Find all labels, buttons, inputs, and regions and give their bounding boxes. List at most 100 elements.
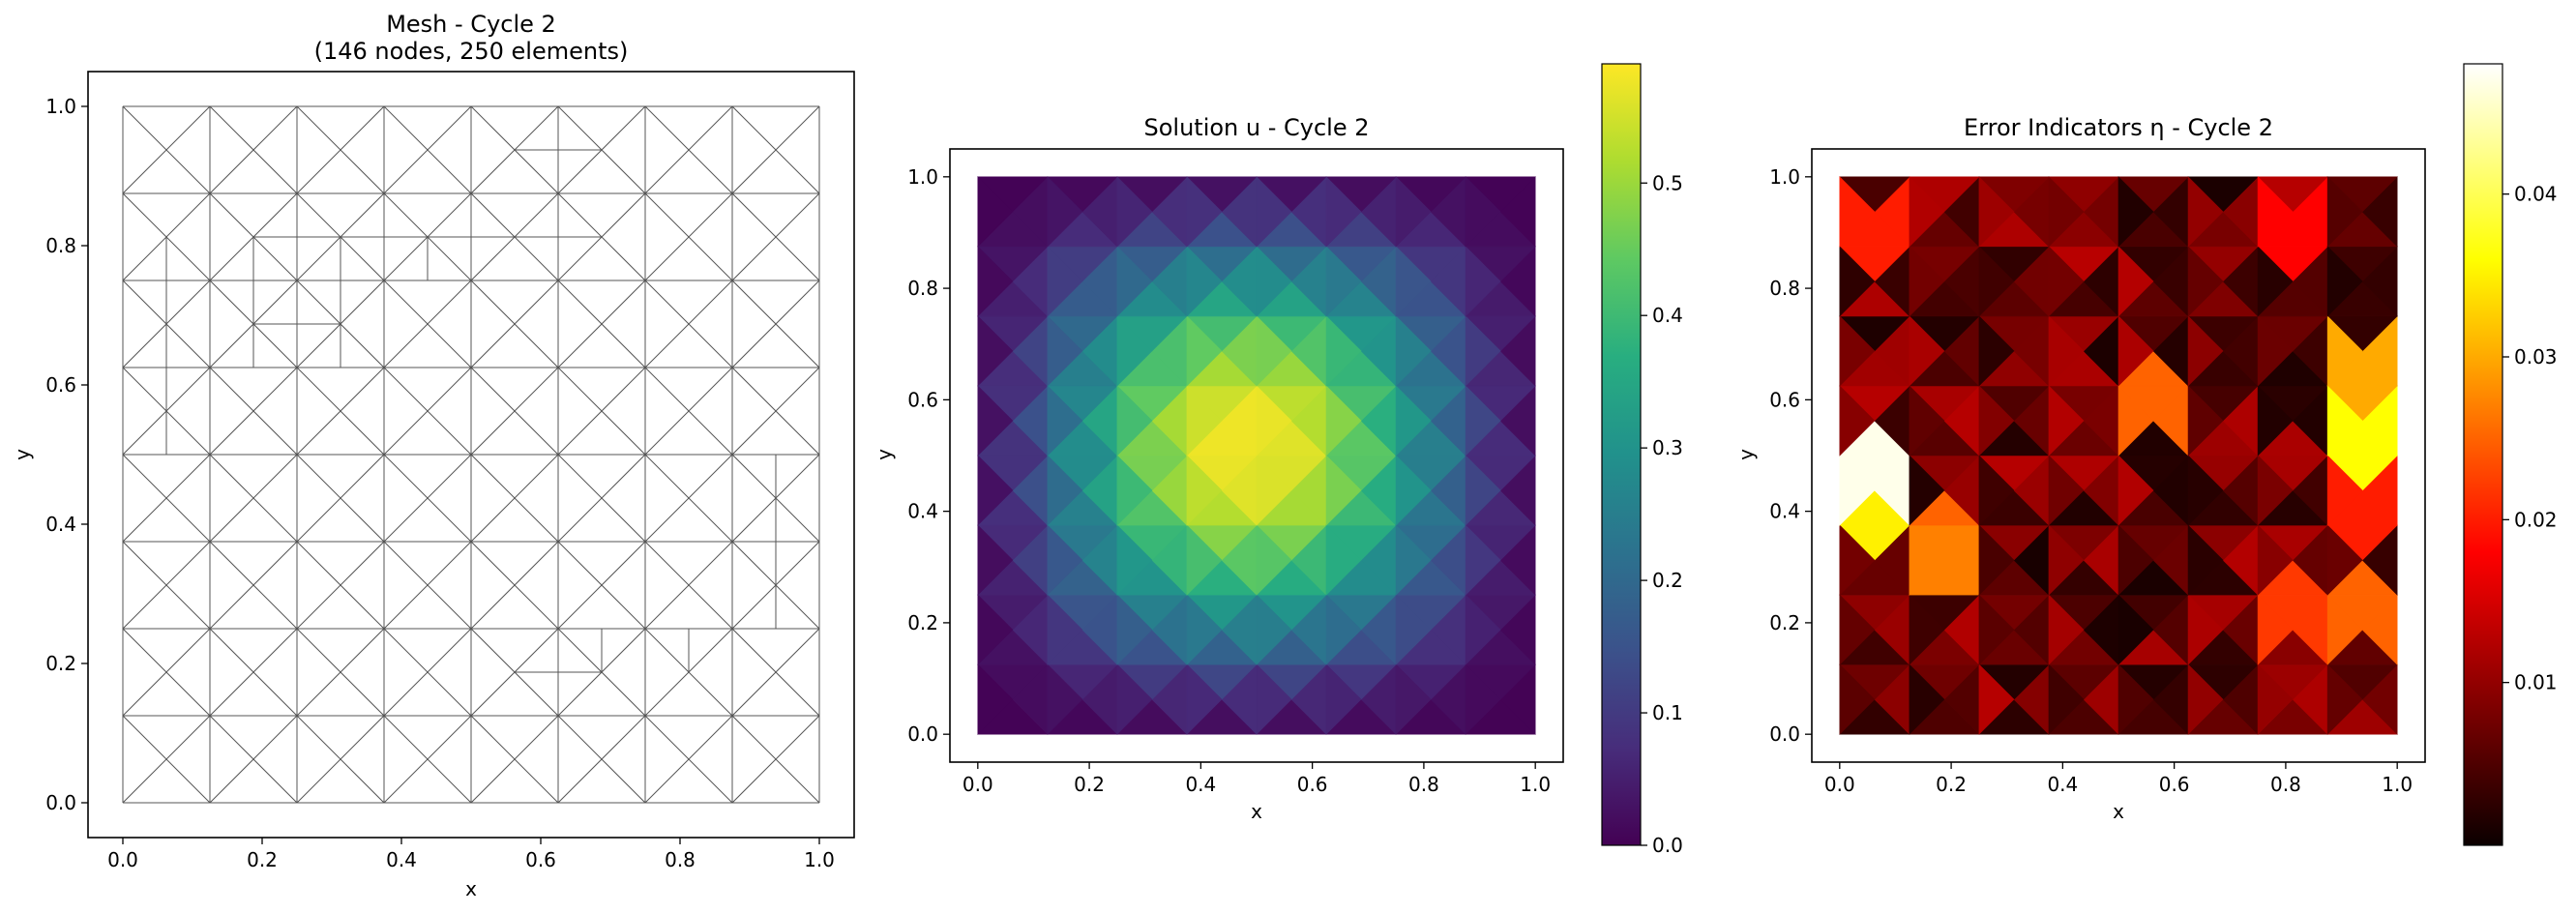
solution-cell bbox=[1325, 176, 1362, 248]
error-ylabel: y bbox=[1734, 449, 1758, 460]
error-cell bbox=[1909, 315, 1945, 387]
solution-cell bbox=[1395, 455, 1432, 526]
solution-cell bbox=[1186, 663, 1223, 735]
error-cell bbox=[2257, 246, 2294, 317]
solution-cell bbox=[1256, 176, 1292, 248]
error-title: Error Indicators η - Cycle 2 bbox=[1964, 114, 2273, 141]
error-cell bbox=[2187, 246, 2224, 317]
error-cell bbox=[2187, 524, 2224, 596]
mesh-edge bbox=[296, 715, 385, 804]
mesh-title-line2: (146 nodes, 250 elements) bbox=[314, 38, 629, 65]
error-cell bbox=[1839, 385, 1876, 456]
error-ytick-label: 1.0 bbox=[1769, 165, 1800, 189]
solution-cell bbox=[1465, 246, 1501, 317]
error-cell bbox=[1978, 594, 2015, 665]
mesh-xtick-label: 1.0 bbox=[804, 848, 835, 871]
mesh-ytick-label: 0.6 bbox=[45, 373, 76, 397]
error-ytick-label: 0.2 bbox=[1769, 611, 1800, 634]
error-xtick-label: 0.2 bbox=[1936, 773, 1967, 796]
mesh-ylabel: y bbox=[11, 449, 34, 460]
error-cell bbox=[1839, 176, 1876, 248]
solution-xtick-label: 0.8 bbox=[1408, 773, 1439, 796]
error-cell bbox=[2117, 246, 2154, 317]
mesh-lines bbox=[122, 105, 820, 804]
error-xtick-label: 1.0 bbox=[2382, 773, 2413, 796]
error-cell bbox=[2326, 524, 2363, 596]
error-cell bbox=[2048, 663, 2085, 735]
error-cell bbox=[2326, 315, 2363, 387]
solution-cell bbox=[977, 455, 1014, 526]
error-cell bbox=[2326, 246, 2363, 317]
mesh-edge bbox=[644, 367, 733, 456]
solution-cell bbox=[1047, 246, 1083, 317]
mesh-edge bbox=[383, 541, 472, 630]
solution-cell bbox=[1256, 246, 1292, 317]
solution-cell bbox=[1465, 594, 1501, 665]
mesh-edge bbox=[296, 541, 385, 630]
mesh-axes-frame bbox=[87, 71, 855, 839]
mesh-edge bbox=[557, 541, 646, 630]
solution-cell bbox=[1395, 385, 1432, 456]
solution-xtick-label: 0.4 bbox=[1185, 773, 1216, 796]
solution-cell bbox=[1116, 315, 1153, 387]
error-cell bbox=[2048, 385, 2085, 456]
error-cell bbox=[2187, 385, 2224, 456]
error-cell bbox=[1978, 455, 2015, 526]
solution-cell bbox=[1116, 246, 1153, 317]
solution-ytick-label: 0.6 bbox=[907, 388, 938, 411]
mesh-edge bbox=[731, 192, 820, 281]
solution-cell bbox=[1395, 315, 1432, 387]
mesh-edge bbox=[731, 715, 820, 804]
solution-cell bbox=[1395, 246, 1432, 317]
mesh-edge bbox=[731, 628, 820, 717]
solution-cell bbox=[1047, 455, 1083, 526]
mesh-edge bbox=[644, 541, 733, 630]
solution-cell bbox=[1047, 594, 1083, 665]
solution-cell bbox=[977, 385, 1014, 456]
solution-xlabel: x bbox=[1251, 800, 1262, 823]
mesh-edge bbox=[383, 628, 472, 717]
solution-ytick-label: 1.0 bbox=[907, 165, 938, 189]
solution-cell bbox=[1465, 385, 1501, 456]
solution-cell bbox=[1047, 524, 1083, 596]
solution-xticks: 0.0 0.2 0.4 0.6 0.8 1.0 bbox=[962, 762, 1551, 796]
solution-cell bbox=[1395, 594, 1432, 665]
solution-cell bbox=[1325, 455, 1362, 526]
solution-cell bbox=[1395, 176, 1432, 248]
error-cell bbox=[2257, 524, 2294, 596]
solution-ytick-label: 0.8 bbox=[907, 277, 938, 300]
mesh-edge bbox=[122, 105, 211, 194]
solution-ytick-label: 0.4 bbox=[907, 500, 938, 523]
error-cell bbox=[1909, 455, 1945, 526]
mesh-edge bbox=[644, 105, 733, 194]
solution-cell bbox=[1116, 455, 1153, 526]
error-cell bbox=[1839, 594, 1876, 665]
solution-cell bbox=[1325, 246, 1362, 317]
solution-cells bbox=[977, 176, 1536, 735]
error-cell bbox=[2117, 524, 2154, 596]
solution-ytick-label: 0.0 bbox=[907, 722, 938, 746]
mesh-edge bbox=[122, 628, 211, 717]
error-cell bbox=[1839, 246, 1876, 317]
solution-cell bbox=[1116, 385, 1153, 456]
solution-panel: Solution u - Cycle 2 0.0 0.2 0.4 0.6 0.8 1.0 … bbox=[873, 63, 1683, 857]
error-cell bbox=[2048, 455, 2085, 526]
error-cell bbox=[1839, 663, 1876, 735]
solution-cell bbox=[1256, 524, 1292, 596]
error-cell bbox=[1978, 246, 2015, 317]
error-cell bbox=[2257, 594, 2294, 665]
mesh-edge bbox=[557, 454, 646, 543]
solution-colorbar-label: 0.4 bbox=[1652, 304, 1683, 327]
error-cell bbox=[2326, 663, 2363, 735]
mesh-ytick-label: 0.2 bbox=[45, 652, 76, 675]
error-cell bbox=[2048, 246, 2085, 317]
mesh-edge bbox=[209, 367, 298, 456]
solution-cell bbox=[1465, 455, 1501, 526]
error-axes-frame bbox=[1811, 148, 2426, 763]
mesh-edge bbox=[383, 454, 472, 543]
error-colorbar bbox=[2463, 63, 2503, 846]
solution-axes-frame bbox=[949, 148, 1564, 763]
mesh-edge bbox=[296, 367, 385, 456]
error-cell bbox=[2326, 594, 2363, 665]
error-cell bbox=[2048, 594, 2085, 665]
